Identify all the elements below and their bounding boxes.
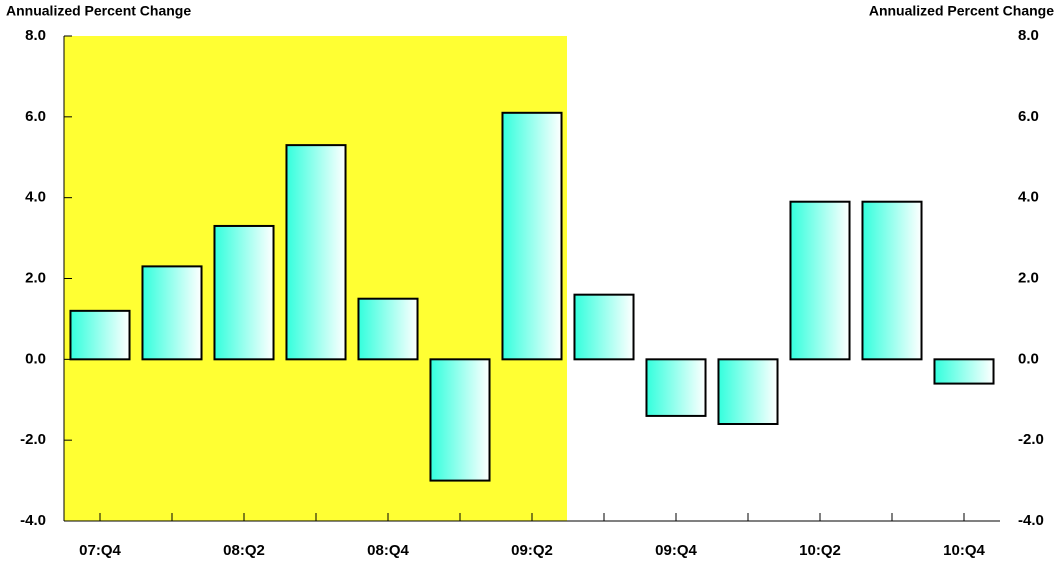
y2-tick-label: 8.0 xyxy=(1018,27,1039,44)
bar xyxy=(429,358,491,482)
y2-tick-label: 6.0 xyxy=(1018,108,1039,125)
y-tick-label: 4.0 xyxy=(25,189,46,206)
y2-tick-label: 4.0 xyxy=(1018,189,1039,206)
bar xyxy=(213,224,275,361)
y-tick-label: -2.0 xyxy=(20,431,46,448)
y2-tick-label: -4.0 xyxy=(1018,512,1044,529)
x-tick-label: 09:Q4 xyxy=(655,542,697,559)
y-tick-label: 8.0 xyxy=(25,27,46,44)
bar xyxy=(501,111,563,361)
y2-tick-label: -2.0 xyxy=(1018,431,1044,448)
bar xyxy=(933,358,995,385)
bar xyxy=(141,265,203,361)
x-tick-label: 08:Q4 xyxy=(367,542,409,559)
y2-tick-label: 2.0 xyxy=(1018,269,1039,286)
y2-axis-title: Annualized Percent Change xyxy=(869,3,1054,19)
bar xyxy=(789,200,851,361)
bar xyxy=(861,200,923,361)
bar xyxy=(285,144,347,361)
x-tick-label: 10:Q4 xyxy=(943,542,985,559)
bar xyxy=(357,297,419,361)
bar xyxy=(573,293,635,361)
x-tick-label: 09:Q2 xyxy=(511,542,553,559)
x-tick-label: 07:Q4 xyxy=(79,542,121,559)
x-tick-label: 10:Q2 xyxy=(799,542,841,559)
bar xyxy=(645,358,707,417)
bar xyxy=(717,358,779,426)
y2-tick-label: 0.0 xyxy=(1018,350,1039,367)
y-axis-title: Annualized Percent Change xyxy=(6,3,191,19)
y-tick-label: 0.0 xyxy=(25,350,46,367)
x-tick-label: 08:Q2 xyxy=(223,542,265,559)
y-tick-label: 2.0 xyxy=(25,269,46,286)
y-tick-label: 6.0 xyxy=(25,108,46,125)
bar xyxy=(69,309,131,361)
y-tick-label: -4.0 xyxy=(20,512,46,529)
